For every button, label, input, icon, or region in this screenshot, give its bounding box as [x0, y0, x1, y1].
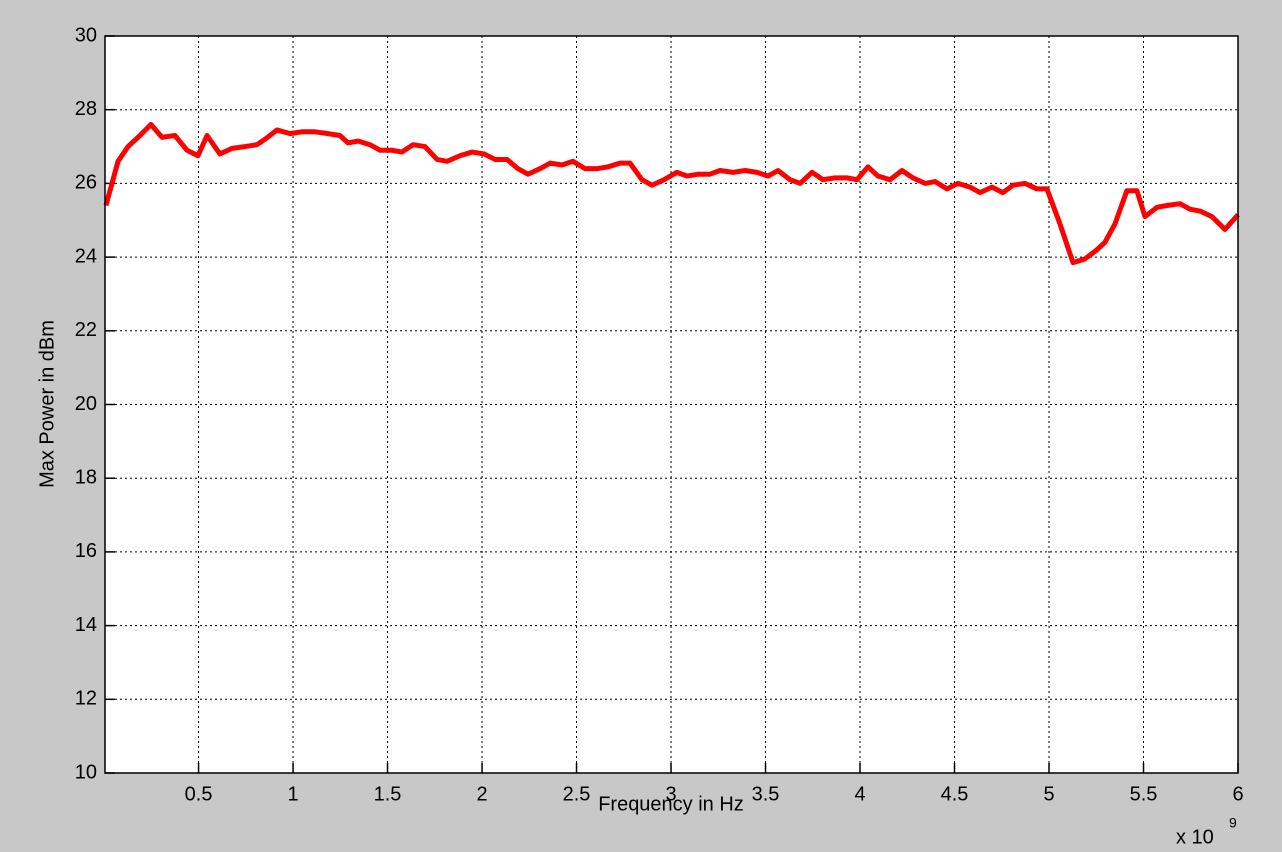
x-tick-label: 2.5	[563, 783, 591, 805]
x-tick-label: 1	[287, 783, 298, 805]
y-axis-label: Max Power in dBm	[36, 320, 58, 488]
x-tick-label: 5	[1043, 783, 1054, 805]
y-tick-label: 10	[75, 761, 97, 783]
y-tick-label: 18	[75, 466, 97, 488]
axes-box	[104, 35, 1239, 774]
y-tick-label: 12	[75, 688, 97, 710]
x-multiplier-exponent: 9	[1229, 815, 1237, 831]
x-tick-label: 0.5	[185, 783, 213, 805]
x-tick-label: 5.5	[1130, 783, 1158, 805]
y-tick-label: 24	[75, 245, 97, 267]
x-tick-label: 1.5	[374, 783, 402, 805]
y-tick-label: 20	[75, 393, 97, 415]
x-tick-label: 6	[1232, 783, 1243, 805]
y-tick-label: 14	[75, 614, 97, 636]
x-tick-label: 3	[665, 783, 676, 805]
y-tick-label: 16	[75, 540, 97, 562]
x-tick-label: 3.5	[752, 783, 780, 805]
x-multiplier: x 10	[1176, 826, 1214, 848]
x-axis-label: Frequency in Hz	[598, 793, 744, 815]
x-tick-label: 2	[476, 783, 487, 805]
x-tick-label: 4.5	[941, 783, 969, 805]
data-line	[103, 121, 1240, 266]
y-tick-label: 28	[75, 98, 97, 120]
y-tick-label: 22	[75, 319, 97, 341]
y-tick-label: 30	[75, 24, 97, 46]
x-tick-label: 4	[854, 783, 865, 805]
lines	[103, 121, 1240, 266]
y-tick-label: 26	[75, 172, 97, 194]
